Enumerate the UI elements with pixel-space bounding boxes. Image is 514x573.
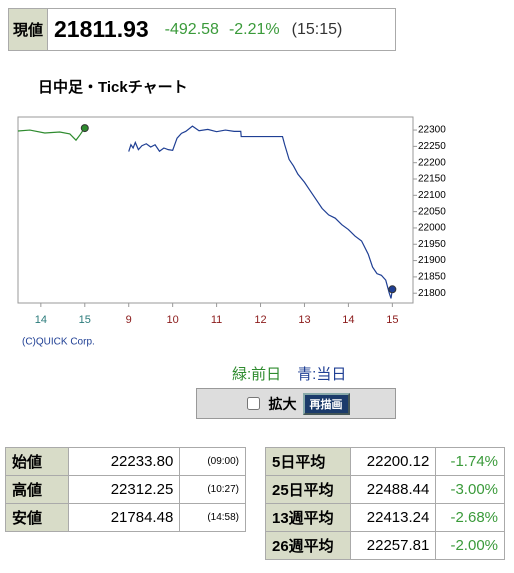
y-tick-label: 22200	[418, 157, 446, 168]
cell: 22413.24	[349, 503, 437, 532]
cell: (10:27)	[179, 475, 246, 504]
cell: -3.00%	[435, 475, 505, 504]
y-tick-label: 22050	[418, 206, 446, 217]
cell: (14:58)	[179, 503, 246, 532]
y-tick-label: 22100	[418, 190, 446, 201]
cell: -2.68%	[435, 503, 505, 532]
legend-entry: 青:当日	[297, 366, 347, 383]
chart: 日中足・Tickチャート (C)QUICK Corp. 21800 21850 21…	[17, 78, 446, 348]
stats-right: 5日平均 22200.12 -1.74% 25日平均 22488.44 -3.00% 13週…	[265, 447, 505, 560]
x-tick-label: 15	[79, 314, 91, 326]
row: 高値 22312.25 (10:27)	[4, 475, 246, 504]
zoom-label[interactable]: 拡大	[268, 395, 297, 412]
quote-header: 現値 21811.93 -492.58 -2.21% (15:15)	[8, 8, 396, 51]
row: 25日平均 22488.44 -3.00%	[265, 475, 505, 504]
y-tick-label: 21900	[418, 255, 446, 266]
y-tick-label: 21950	[418, 239, 446, 250]
y-tick-label: 22000	[418, 223, 446, 234]
series-line	[17, 127, 86, 142]
x-tick-label: 15	[386, 314, 398, 326]
x-tick-label: 14	[35, 314, 47, 326]
y-tick-label: 21800	[418, 288, 446, 299]
cell: -2.00%	[435, 531, 505, 560]
x-tick-label: 9	[126, 314, 132, 326]
y-tick-label: 22300	[418, 125, 446, 136]
row: 5日平均 22200.12 -1.74%	[265, 447, 505, 476]
cell: 高値	[4, 475, 70, 504]
row: 安値 21784.48 (14:58)	[4, 503, 246, 532]
y-tick-label: 21850	[418, 272, 446, 283]
copyright: (C)QUICK Corp.	[22, 337, 95, 348]
end-dot	[388, 285, 397, 294]
y-tick-label: 22150	[418, 174, 446, 185]
cell: (09:00)	[179, 447, 246, 476]
stats-left: 始値 22233.80 (09:00) 高値 22312.25 (10:27) 安値 2178…	[4, 447, 246, 532]
x-tick-label: 12	[254, 314, 266, 326]
row: 始値 22233.80 (09:00)	[4, 447, 246, 476]
cell: 安値	[4, 503, 70, 532]
cell: 始値	[4, 447, 70, 476]
chart-title: 日中足・Tickチャート	[38, 78, 188, 96]
legend: 緑:前日 青:当日	[232, 363, 362, 384]
plot-frame	[17, 116, 414, 304]
cell: 22233.80	[68, 447, 181, 476]
series-line	[128, 125, 393, 299]
zoom-checkbox[interactable]	[246, 397, 260, 410]
row: 26週平均 22257.81 -2.00%	[265, 531, 505, 560]
change-pct: -2.21%	[228, 20, 280, 38]
time: (15:15)	[291, 20, 343, 38]
redraw-button[interactable]: 再描画	[302, 392, 350, 415]
controls: 拡大 再描画	[196, 388, 396, 419]
cell: 25日平均	[265, 475, 351, 504]
cell: 21784.48	[68, 503, 181, 532]
x-tick-label: 11	[211, 314, 222, 326]
cell: 22488.44	[349, 475, 437, 504]
x-tick-label: 10	[167, 314, 179, 326]
change: -492.58	[164, 20, 219, 38]
cell: 13週平均	[265, 503, 351, 532]
x-tick-label: 13	[298, 314, 310, 326]
x-tick-label: 14	[342, 314, 354, 326]
cell: 22257.81	[349, 531, 437, 560]
row: 13週平均 22413.24 -2.68%	[265, 503, 505, 532]
legend-entry: 緑:前日	[232, 366, 282, 383]
price: 21811.93	[54, 16, 149, 42]
end-dot	[80, 124, 89, 133]
cell: 22200.12	[349, 447, 437, 476]
cell: -1.74%	[435, 447, 505, 476]
cell: 5日平均	[265, 447, 351, 476]
cell: 22312.25	[68, 475, 181, 504]
quote-label: 現値	[9, 9, 48, 50]
y-tick-label: 22250	[418, 141, 446, 152]
cell: 26週平均	[265, 531, 351, 560]
